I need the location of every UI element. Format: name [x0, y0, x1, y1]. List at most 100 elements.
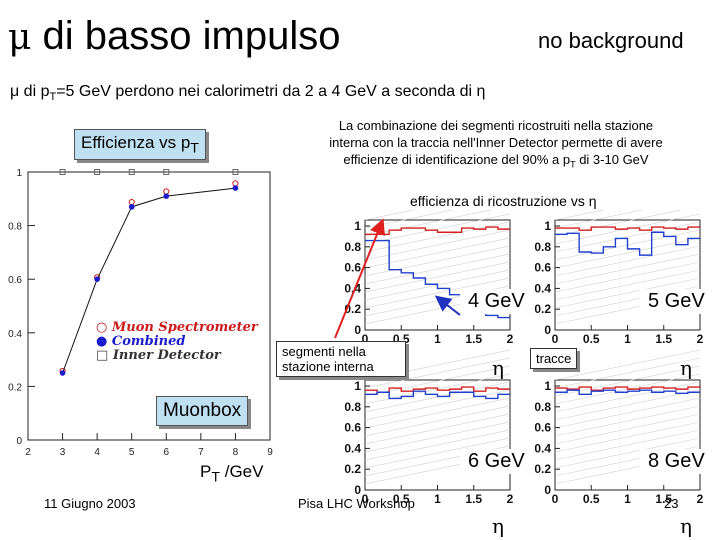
hist-x-tick-label: 1 [434, 332, 441, 346]
x-tick-label: 7 [198, 447, 204, 458]
hatch-line [364, 210, 415, 221]
x-axis-label-pre: P [200, 462, 212, 481]
hist-x-tick-label: 1 [624, 332, 631, 346]
y-tick-label: 1 [16, 168, 22, 179]
inner-detector-point [232, 169, 239, 175]
legend-spectrometer: ○ Muon Spectrometer [96, 321, 258, 335]
plot-ticks: 0 0.2 0.4 0.6 0.8 1 2 3 4 5 6 7 8 9 [8, 168, 273, 458]
hist-y-tick-label: 0 [544, 483, 551, 497]
x-tick-label: 8 [233, 447, 239, 458]
hatch-line [554, 405, 701, 437]
hist-y-tick-label: 0.6 [534, 421, 551, 435]
spectrometer-point [128, 199, 135, 206]
hist-y-tick-label: 0.2 [534, 462, 551, 476]
hist-y-tick-label: 0.4 [534, 441, 551, 455]
hist-x-tick-label: 0 [552, 332, 559, 346]
legend-inner-label: Inner Detector [112, 348, 221, 363]
hatch-line [554, 210, 683, 237]
hist-y-tick-label: 0.2 [534, 302, 551, 316]
legend: ○ Muon Spectrometer ● Combined □ Inner D… [96, 321, 258, 363]
x-tick-label: 9 [267, 447, 273, 458]
x-axis-label-post: /GeV [220, 462, 264, 481]
subtitle-sub: T [49, 91, 57, 104]
hist-x-tick-label: 2 [507, 332, 514, 346]
callout-arrows [334, 218, 461, 339]
legend-inner-marker: □ [96, 348, 109, 363]
efficiency-label-text: Efficienza vs p [81, 133, 191, 152]
hatch-line [554, 210, 605, 221]
y-tick-label: 0.2 [8, 382, 22, 393]
hatch-line [554, 397, 701, 429]
tracks-callout: tracce [530, 348, 578, 369]
segments-callout: segmenti nella stazione interna [276, 341, 406, 377]
hist-y-tick-label: 0.6 [344, 261, 361, 275]
hist-x-tick-label: 2 [697, 492, 704, 506]
segments-arrow [334, 218, 385, 339]
plot-frame [27, 171, 271, 441]
hist-x-tick-label: 1.5 [655, 332, 672, 346]
spectrometer-histogram [365, 386, 510, 393]
combined-point [59, 370, 66, 376]
hist-x-tick-label: 2 [697, 332, 704, 346]
spectrometer-histogram [365, 226, 510, 236]
hatch-line [364, 389, 511, 421]
subtitle-pre: μ di p [10, 83, 50, 100]
hatch-line [364, 210, 454, 229]
paragraph-line-3-sub: T [570, 159, 576, 170]
combined-histogram [365, 390, 510, 400]
hatch-line [554, 357, 701, 389]
plot-frame-rect [27, 171, 271, 441]
mu-symbol: μ [8, 17, 32, 58]
hatch-line [554, 437, 701, 469]
legend-spectrometer-marker: ○ [96, 320, 108, 335]
panel-8gev-label: 8 GeV [640, 449, 713, 474]
inner-detector-point [128, 169, 135, 175]
hatch-line [554, 429, 701, 461]
y-tick-label: 0 [16, 436, 22, 447]
hatch-line [364, 213, 511, 245]
hist-x-tick-label: 1 [434, 492, 441, 506]
hatch-line [364, 253, 511, 285]
hatch-line [364, 277, 511, 309]
panel-4gev-eta: η [492, 356, 504, 380]
paragraph-line-1: La combinazione dei segmenti ricostruiti… [338, 118, 654, 133]
hist-x-tick-label: 1 [624, 492, 631, 506]
hist-y-tick-label: 0.8 [534, 400, 551, 414]
hist-x-tick-label: 0.5 [393, 492, 410, 506]
hatch-line [364, 421, 511, 453]
efficiency-label-sub: T [190, 140, 199, 157]
panel-6gev-label: 6 GeV [460, 449, 533, 474]
combined-point [94, 276, 100, 282]
hist-y-tick-label: 0.4 [344, 441, 361, 455]
x-tick-label: 4 [94, 447, 100, 458]
x-tick-label: 6 [164, 447, 170, 458]
hist-y-tick-label: 0 [354, 323, 361, 337]
hatch-line [554, 413, 701, 445]
combined-histogram [555, 231, 700, 256]
hatch-line [554, 349, 701, 381]
panel-8gev-eta: η [680, 514, 692, 538]
hist-x-tick-label: 0 [552, 492, 559, 506]
hist-y-tick-label: 0.8 [344, 400, 361, 414]
paragraph-line-3b: di 3-10 GeV [575, 152, 649, 167]
efficiency-label: Efficienza vs pT [74, 129, 206, 161]
hatch-line [554, 277, 701, 309]
hist-x-tick-label: 1.5 [465, 332, 482, 346]
hist-x-tick-label: 1.5 [655, 492, 672, 506]
inner-detector-point [163, 169, 170, 175]
hist-y-tick-label: 0.2 [344, 462, 361, 476]
muonbox-label: Muonbox [156, 396, 249, 426]
paragraph-line-3: efficienze di identificazione del 90% a … [276, 151, 716, 174]
hist-x-tick-label: 0 [362, 332, 369, 346]
spectrometer-point [163, 188, 170, 195]
subtitle-post: =5 GeV perdono nei calorimetri da 2 a 4 … [56, 83, 486, 100]
x-tick-label: 5 [129, 447, 135, 458]
hatch-line [554, 381, 701, 413]
footer-date: 11 Giugno 2003 [44, 496, 136, 511]
hist-y-tick-label: 1 [544, 379, 551, 393]
y-tick-label: 0.6 [8, 275, 22, 286]
hist-x-tick-label: 0.5 [583, 332, 600, 346]
y-tick-label: 0.8 [8, 222, 22, 233]
hist-x-tick-label: 0 [362, 492, 369, 506]
hist-x-tick-label: 2 [507, 492, 514, 506]
